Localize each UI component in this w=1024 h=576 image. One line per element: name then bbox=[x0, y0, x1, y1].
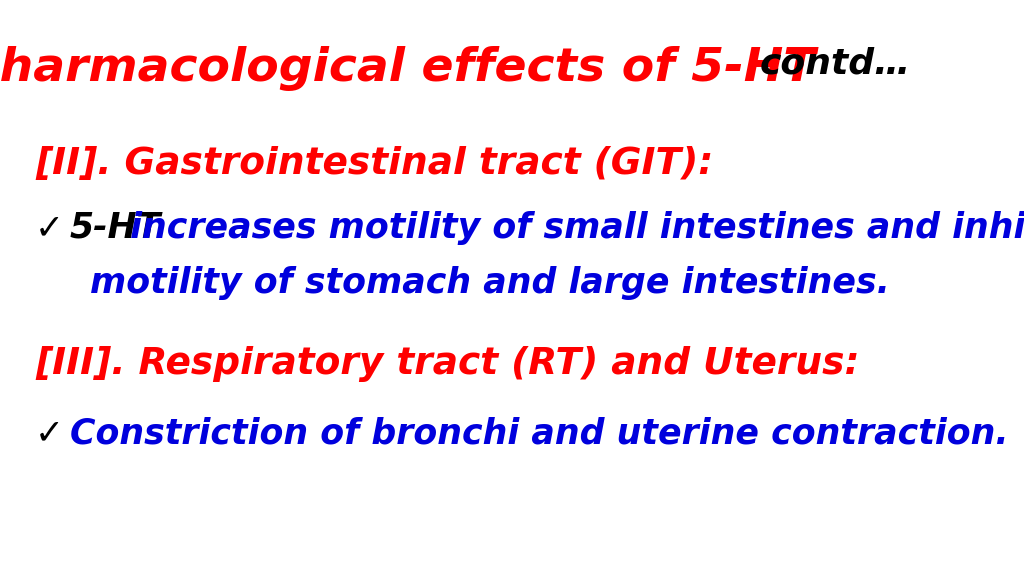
Text: 5-HT: 5-HT bbox=[70, 211, 162, 245]
Text: [III]. Respiratory tract (RT) and Uterus:: [III]. Respiratory tract (RT) and Uterus… bbox=[35, 346, 859, 382]
Text: Pharmacological effects of 5-HT: Pharmacological effects of 5-HT bbox=[0, 46, 815, 91]
Text: ✓: ✓ bbox=[35, 211, 65, 245]
Text: increases motility of small intestines and inhibits the: increases motility of small intestines a… bbox=[118, 211, 1024, 245]
Text: Constriction of bronchi and uterine contraction.: Constriction of bronchi and uterine cont… bbox=[70, 416, 1009, 450]
Text: ✓: ✓ bbox=[35, 416, 65, 450]
Text: [II]. Gastrointestinal tract (GIT):: [II]. Gastrointestinal tract (GIT): bbox=[35, 146, 714, 182]
Text: contd…: contd… bbox=[760, 46, 911, 80]
Text: motility of stomach and large intestines.: motility of stomach and large intestines… bbox=[90, 266, 890, 300]
